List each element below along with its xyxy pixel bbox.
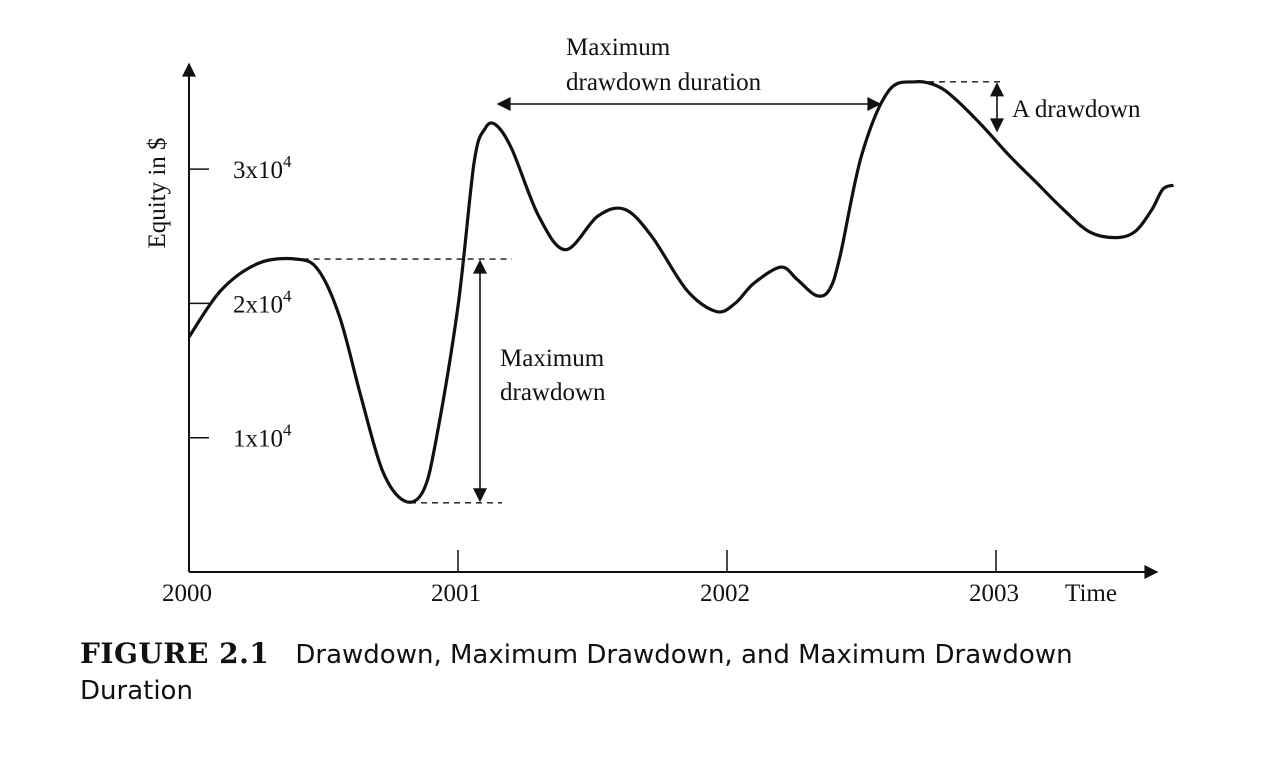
x-ticks: 2000 2001 2002 2003 — [162, 550, 1019, 607]
a-drawdown-label: A drawdown — [1012, 96, 1141, 123]
figure-caption: FIGURE 2.1 Drawdown, Maximum Drawdown, an… — [80, 636, 1180, 709]
x-tick-label: 2003 — [969, 580, 1019, 607]
equity-series-line — [187, 79, 1175, 504]
max-drawdown-duration-label: Maximum drawdown duration — [566, 34, 762, 96]
y-tick-label: 3x104 — [233, 152, 292, 184]
annotations — [291, 81, 1004, 504]
max-drawdown-line1: Maximum — [500, 345, 605, 372]
y-tick-base: 3x10 — [233, 157, 283, 184]
max-drawdown-duration-line2: drawdown duration — [566, 69, 762, 96]
y-tick-label: 2x104 — [233, 286, 292, 318]
y-tick-exponent: 4 — [283, 286, 292, 305]
figure-caption-text: Drawdown, Maximum Drawdown, and Maximum … — [80, 640, 1073, 706]
x-axis-label: Time — [1065, 580, 1117, 607]
y-tick-base: 1x10 — [233, 426, 283, 453]
y-tick-base: 2x10 — [233, 291, 283, 318]
x-tick-label: 2000 — [162, 580, 212, 607]
max-drawdown-duration-line1: Maximum — [566, 34, 671, 61]
y-tick-label: 1x104 — [233, 421, 292, 453]
y-axis-label: Equity in $ — [144, 137, 171, 248]
figure-number: FIGURE 2.1 — [80, 637, 270, 670]
max-drawdown-line2: drawdown — [500, 379, 606, 406]
max-drawdown-label: Maximum drawdown — [500, 345, 610, 406]
x-tick-label: 2002 — [700, 580, 750, 607]
x-tick-label: 2001 — [431, 580, 481, 607]
y-tick-exponent: 4 — [283, 421, 292, 440]
y-tick-exponent: 4 — [283, 152, 292, 171]
